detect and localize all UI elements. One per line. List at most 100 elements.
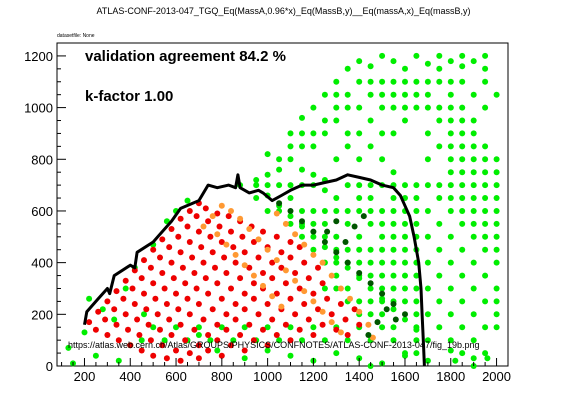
point-green-95 [459,324,466,331]
point-green-199 [470,285,477,292]
point-green-86 [424,208,431,214]
point-red-22 [175,233,182,240]
point-red-121 [232,316,239,323]
point-green-91 [482,272,489,279]
point-green-131 [379,259,386,266]
point-red-132 [246,321,253,328]
point-orange-1 [209,213,216,220]
point-red-79 [159,342,166,349]
point-green-107 [436,143,443,150]
point-green-19 [264,347,271,354]
point-green-154 [424,78,431,85]
point-red-91 [163,355,170,362]
y-tick-label-3: 600 [31,204,53,219]
point-red-40 [125,326,131,333]
point-red-5 [131,267,138,274]
point-green-296 [402,246,408,253]
point-red-19 [147,264,154,271]
point-green-229 [447,104,454,111]
point-darkgreen-9 [379,290,386,297]
point-green-40 [356,58,363,65]
point-green-285 [264,208,271,214]
point-red-161 [319,321,326,328]
point-orange-4 [237,215,244,222]
point-red-33 [168,259,175,266]
point-red-21 [166,244,173,251]
point-red-136 [282,280,289,287]
point-orange-6 [255,236,262,243]
point-green-297 [390,246,397,253]
point-red-126 [278,264,285,271]
point-green-177 [402,91,408,98]
plot-area: 200 400 600 800 1000 1200 1400 1600 1800 2000 0 20… [24,42,511,384]
point-darkgreen-16 [342,239,349,245]
point-red-23 [184,223,191,230]
point-green-34 [287,130,294,137]
point-green-317 [367,311,374,318]
point-orange-5 [246,226,253,232]
point-green-339 [413,337,420,344]
point-red-29 [131,301,138,307]
point-green-303 [321,233,328,240]
point-red-81 [177,321,184,328]
point-green-265 [253,182,260,189]
point-red-141 [260,326,266,333]
point-green-100 [436,182,443,189]
point-green-158 [379,130,386,137]
point-green-35 [299,114,305,121]
plot-frame [56,42,509,367]
point-green-204 [447,208,454,214]
point-red-85 [214,280,221,287]
point-orange-20 [250,272,257,279]
point-red-83 [195,301,202,307]
point-red-162 [328,311,335,318]
point-green-45 [413,52,420,59]
point-red-18 [138,275,145,282]
point-green-124 [390,220,397,227]
y-tick-label-6: 1200 [24,49,53,64]
point-red-20 [157,254,163,261]
point-red-147 [315,264,321,271]
point-green-190 [424,311,431,318]
point-red-57 [173,290,179,297]
point-orange-25 [310,251,317,258]
x-tick-label-5: 1200 [299,369,328,384]
point-orange-16 [214,231,221,238]
point-green-271 [356,182,363,189]
point-red-71 [193,285,200,292]
point-green-161 [344,104,351,111]
point-green-79 [424,104,431,111]
point-red-166 [351,306,358,313]
point-green-206 [470,233,477,240]
point-green-300 [356,246,363,253]
point-red-70 [184,295,191,302]
point-red-92 [173,347,179,354]
point-red-39 [115,337,122,344]
point-red-130 [228,342,234,349]
point-red-139 [241,347,248,354]
point-green-335 [413,272,420,279]
point-green-145 [459,104,466,111]
point-red-2 [104,298,111,305]
point-green-16 [195,332,202,338]
x-tick-label-6: 1400 [345,369,374,384]
point-green-283 [287,220,294,227]
point-green-254 [207,337,214,344]
point-green-44 [402,65,408,72]
point-green-105 [493,246,500,253]
point-green-216 [470,195,477,201]
point-green-22 [333,350,340,357]
point-red-153 [310,290,317,297]
point-green-78 [413,91,420,98]
point-green-213 [493,233,500,240]
point-red-135 [273,290,280,297]
point-green-136 [333,272,340,279]
point-red-138 [301,259,308,266]
point-green-134 [356,259,363,266]
point-orange-28 [282,220,289,227]
point-red-37 [205,218,212,225]
point-green-113 [379,156,386,163]
point-green-119 [333,117,340,124]
point-green-311 [367,298,374,305]
point-darkgreen-3 [310,228,317,235]
